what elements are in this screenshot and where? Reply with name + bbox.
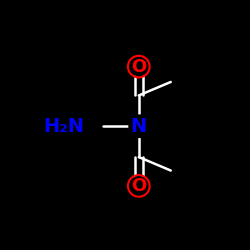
Text: O: O [131, 177, 146, 195]
Text: H₂N: H₂N [44, 117, 85, 136]
Circle shape [130, 177, 148, 195]
Circle shape [130, 58, 148, 76]
Text: N: N [131, 117, 147, 136]
Text: O: O [131, 58, 146, 76]
